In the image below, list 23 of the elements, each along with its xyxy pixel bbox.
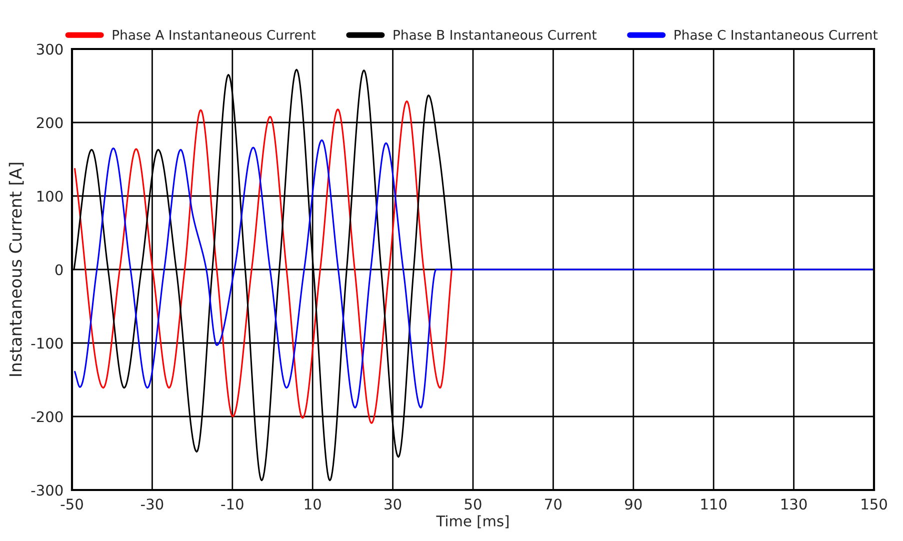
y-tick-label: 0 [55, 264, 63, 276]
x-tick-label: -10 [221, 498, 244, 510]
legend-label: Phase B Instantaneous Current [394, 30, 597, 40]
x-tick-label: 130 [781, 498, 807, 510]
x-tick-label: 110 [701, 498, 727, 510]
x-tick-label: 50 [464, 498, 482, 510]
x-tick-label: 70 [545, 498, 562, 510]
x-tick-label: 150 [862, 498, 887, 510]
x-tick-label: -30 [141, 498, 164, 510]
x-tick-label: 10 [304, 498, 321, 510]
y-axis-title: Instantaneous Current [A] [8, 162, 24, 376]
legend-label: Phase A Instantaneous Current [112, 30, 316, 40]
y-tick-label: -200 [31, 411, 63, 422]
y-tick-label: 300 [36, 44, 63, 55]
x-tick-label: -50 [60, 498, 83, 510]
y-tick-label: 100 [37, 190, 63, 202]
y-tick-label: -100 [31, 338, 63, 349]
x-tick-label: 90 [625, 498, 642, 510]
x-tick-label: 30 [384, 498, 402, 510]
legend-label: Phase C Instantaneous Current [674, 30, 878, 40]
y-tick-label: -300 [31, 484, 63, 496]
x-axis-title: Time [ms] [436, 515, 508, 528]
y-tick-label: 200 [36, 117, 63, 128]
